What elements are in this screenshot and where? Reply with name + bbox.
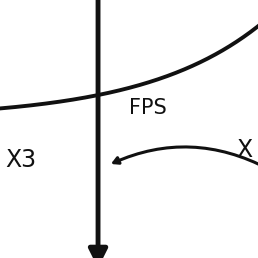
Text: X: X bbox=[237, 138, 253, 162]
Text: FPS: FPS bbox=[129, 98, 167, 118]
Text: X3: X3 bbox=[5, 148, 36, 172]
FancyArrowPatch shape bbox=[114, 147, 258, 169]
